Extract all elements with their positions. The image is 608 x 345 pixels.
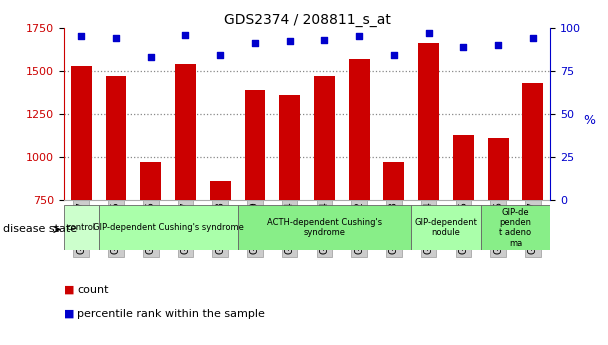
Bar xyxy=(210,181,230,200)
Bar xyxy=(384,162,404,200)
Bar xyxy=(175,64,196,200)
Bar xyxy=(238,205,411,250)
Point xyxy=(424,30,434,36)
Text: control: control xyxy=(67,223,96,232)
Y-axis label: %: % xyxy=(583,114,595,127)
Point xyxy=(250,40,260,46)
Bar xyxy=(71,66,92,200)
Text: GIP-de
penden
t adeno
ma: GIP-de penden t adeno ma xyxy=(499,208,531,248)
Point xyxy=(458,44,468,49)
Bar xyxy=(418,43,439,200)
Bar xyxy=(140,162,161,200)
Text: GIP-dependent Cushing's syndrome: GIP-dependent Cushing's syndrome xyxy=(92,223,244,232)
Bar xyxy=(98,205,238,250)
Text: ACTH-dependent Cushing's
syndrome: ACTH-dependent Cushing's syndrome xyxy=(267,218,382,237)
Bar xyxy=(411,205,481,250)
Bar xyxy=(244,90,265,200)
Bar xyxy=(522,83,544,200)
Point xyxy=(111,35,121,41)
Point xyxy=(528,35,537,41)
Bar xyxy=(481,205,550,250)
Title: GDS2374 / 208811_s_at: GDS2374 / 208811_s_at xyxy=(224,12,390,27)
Point xyxy=(146,54,156,60)
Text: ■: ■ xyxy=(64,285,74,295)
Point xyxy=(285,39,294,44)
Bar xyxy=(279,95,300,200)
Bar xyxy=(488,138,508,200)
Point xyxy=(320,37,330,42)
Point xyxy=(389,52,399,58)
Bar xyxy=(314,76,335,200)
Text: count: count xyxy=(77,285,109,295)
Text: ■: ■ xyxy=(64,309,74,319)
Bar xyxy=(64,205,98,250)
Bar xyxy=(349,59,370,200)
Text: GIP-dependent
nodule: GIP-dependent nodule xyxy=(415,218,477,237)
Point xyxy=(354,33,364,39)
Point xyxy=(215,52,225,58)
Bar xyxy=(453,135,474,200)
Point xyxy=(181,32,190,37)
Bar xyxy=(106,76,126,200)
Text: percentile rank within the sample: percentile rank within the sample xyxy=(77,309,265,319)
Point xyxy=(493,42,503,48)
Point xyxy=(77,33,86,39)
Text: disease state: disease state xyxy=(3,225,77,234)
